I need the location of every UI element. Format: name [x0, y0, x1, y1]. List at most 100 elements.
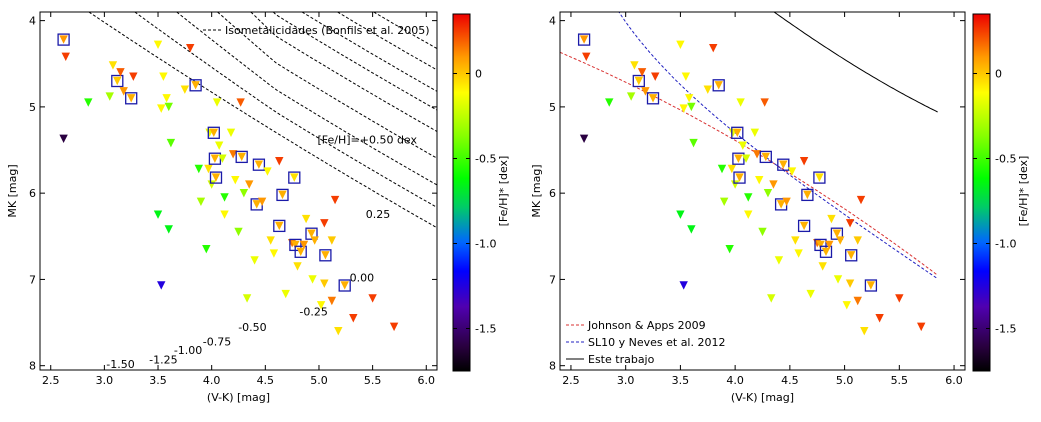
isometallicity-curve [272, 12, 437, 111]
square-outline-marker [813, 171, 826, 184]
square-outline-marker [319, 249, 332, 262]
down-triangle-marker [204, 164, 213, 174]
down-triangle-marker [245, 180, 254, 189]
down-triangle-marker [794, 249, 803, 258]
down-triangle-marker [308, 275, 317, 284]
down-triangle-marker [853, 296, 862, 306]
left-colorbar-gradient [452, 13, 471, 372]
square-outline-marker [189, 79, 202, 92]
down-triangle-marker [159, 72, 168, 81]
down-triangle-marker [220, 193, 229, 202]
right-y-axis-label: MK [mag] [530, 164, 543, 217]
down-triangle-marker [212, 98, 222, 107]
isometallicity-curve [217, 12, 437, 159]
isometallicity-curve [301, 12, 437, 92]
down-triangle-marker [210, 154, 220, 163]
colorbar-tick-label: 0 [475, 68, 482, 81]
down-triangle-marker [725, 245, 734, 254]
down-triangle-marker [299, 240, 309, 250]
square-outline-marker [252, 158, 266, 171]
down-triangle-marker [833, 275, 843, 284]
y-tick-label: 4 [549, 15, 556, 28]
down-triangle-marker [738, 141, 747, 150]
x-tick-label: 6.0 [418, 374, 436, 387]
x-tick-label: 2.5 [42, 374, 60, 387]
johnson-apps-curve [560, 51, 938, 276]
down-triangle-marker [875, 314, 884, 323]
isometallicity-curve [88, 12, 437, 229]
right-axes: 2.5 3.0 3.5 4.0 4.5 5.0 5.5 6.0 4 5 6 7 8 [549, 12, 965, 387]
down-triangle-marker [293, 262, 302, 271]
square-outline-marker [294, 245, 307, 258]
down-triangle-marker [127, 94, 136, 103]
down-triangle-marker [275, 157, 284, 166]
colorbar-tick-label: -0.5 [995, 153, 1016, 166]
down-triangle-marker [719, 197, 729, 206]
down-triangle-marker [207, 180, 216, 189]
down-triangle-marker [275, 221, 284, 231]
down-triangle-marker [180, 85, 190, 94]
down-triangle-marker [714, 81, 723, 90]
down-triangle-marker [630, 61, 639, 70]
down-triangle-marker [116, 68, 125, 77]
down-triangle-marker [679, 281, 688, 290]
x-tick-label: 3.0 [96, 374, 114, 387]
down-triangle-marker [717, 164, 727, 174]
down-triangle-marker [157, 281, 166, 290]
down-triangle-marker [827, 214, 836, 224]
y-tick-label: 8 [29, 360, 36, 373]
down-triangle-marker [758, 227, 767, 237]
down-triangle-marker [59, 134, 68, 144]
down-triangle-marker [648, 94, 658, 103]
down-triangle-marker [676, 40, 685, 49]
square-outline-marker [819, 245, 833, 258]
left-x-axis-label: (V-K) [mag] [207, 391, 270, 404]
square-outline-marker [235, 150, 248, 164]
down-triangle-marker [816, 240, 825, 250]
down-triangle-marker [787, 167, 797, 176]
x-tick-label: 3.0 [617, 374, 635, 387]
down-triangle-marker [310, 236, 319, 245]
curve-labels: [Fe/H]=+0.50 dex0.250.00-0.25-0.50-0.75-… [106, 134, 417, 371]
down-triangle-marker [59, 35, 68, 44]
y-tick-label: 6 [29, 187, 36, 200]
down-triangle-marker [736, 98, 745, 107]
down-triangle-marker [836, 236, 845, 245]
isometallicity-curve [176, 12, 437, 186]
legend-entry: Isometalicidades (Bonfils et al. 2005) [225, 24, 430, 37]
down-triangle-marker [846, 251, 856, 260]
curve-label: -1.00 [174, 344, 202, 357]
square-outline-marker [111, 74, 124, 88]
down-triangle-marker [779, 160, 788, 169]
down-triangle-marker [763, 188, 773, 198]
down-triangle-marker [226, 128, 236, 137]
down-triangle-marker [209, 128, 219, 137]
down-triangle-marker [296, 247, 305, 257]
square-outline-marker [276, 188, 289, 202]
x-tick-label: 3.5 [149, 374, 167, 387]
square-outline-marker [864, 279, 878, 292]
down-triangle-marker [733, 128, 742, 137]
down-triangle-marker [263, 167, 272, 176]
down-triangle-marker [349, 314, 358, 323]
down-triangle-marker [194, 164, 203, 174]
right-legend: Johnson & Apps 2009 SL10 y Neves et al. … [566, 319, 725, 366]
x-tick-label: 4.0 [726, 374, 744, 387]
down-triangle-marker [228, 150, 238, 159]
down-triangle-marker [799, 221, 809, 231]
down-triangle-marker [832, 229, 842, 238]
down-triangle-marker [290, 173, 299, 182]
square-outline-marker [338, 279, 351, 292]
down-triangle-marker [676, 210, 685, 219]
down-triangle-marker [257, 197, 267, 206]
isometallicity-curve [134, 12, 437, 209]
x-tick-label: 5.5 [364, 374, 382, 387]
right-colorbar-label: [Fe/H]* [dex] [1017, 156, 1030, 227]
square-outline-marker [207, 126, 220, 139]
colorbar-tick-label: -1.5 [995, 323, 1016, 336]
down-triangle-marker [641, 87, 650, 96]
down-triangle-marker [818, 262, 827, 271]
square-outline-marker [801, 188, 814, 202]
isometallicity-curve [337, 12, 437, 71]
down-triangle-marker [105, 92, 114, 101]
